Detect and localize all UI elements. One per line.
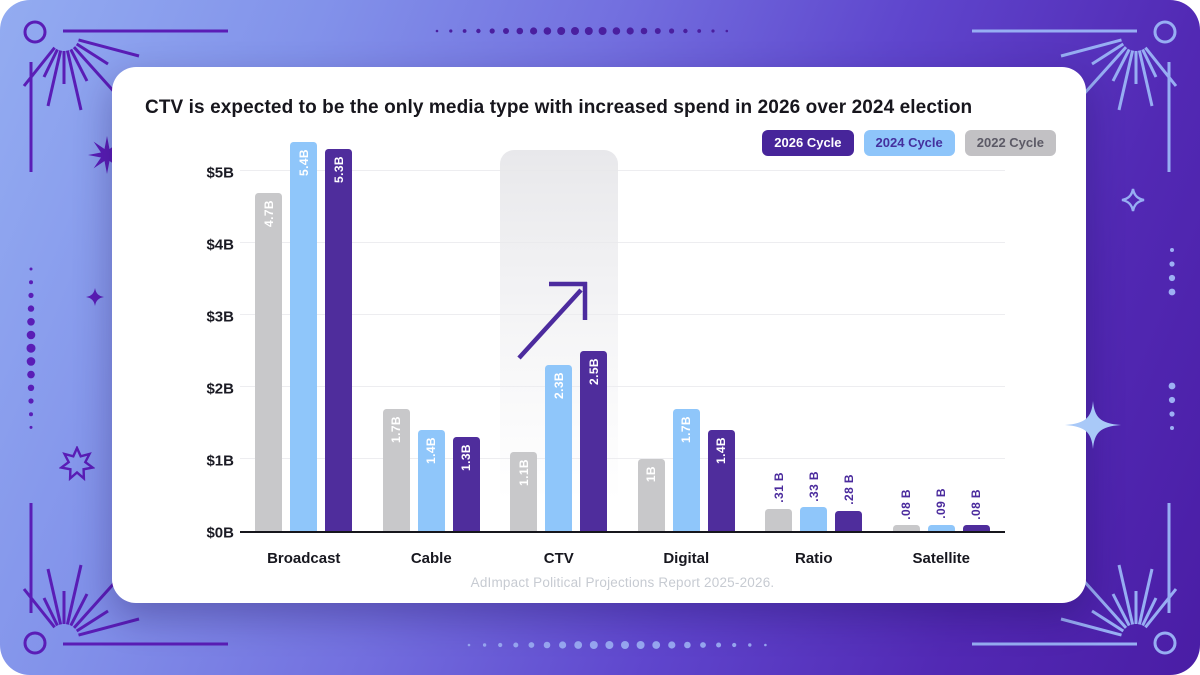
bar-value-label: 1.3B <box>459 444 474 472</box>
bar-value-label: .33 B <box>806 470 821 502</box>
gridline <box>240 242 1005 243</box>
bar-satellite-2024-cycle: .09 B <box>927 488 955 531</box>
bar-group-satellite: .08 B .09 B .08 B <box>892 173 990 531</box>
bar-ratio-2024-cycle: .33 B <box>800 471 828 531</box>
y-tick--0b: $0B <box>206 524 234 542</box>
legend-badge-2026-cycle: 2026 Cycle <box>762 130 854 156</box>
gridline <box>240 314 1005 315</box>
dot-column-right-lower <box>1168 382 1176 430</box>
bar-value-label: .31 B <box>771 472 786 503</box>
bar-value-label: 5.3B <box>331 156 346 184</box>
bar-ratio-2026-cycle: .28 B <box>835 474 863 531</box>
bar-value-label: 2.5B <box>586 358 601 385</box>
legend-badge-2024-cycle: 2024 Cycle <box>863 130 955 156</box>
dot-column-left <box>26 267 36 429</box>
x-axis-labels: Broadcast Cable CTV Digital Ratio Satellite <box>240 550 1005 567</box>
y-tick--5b: $5B <box>206 164 234 182</box>
bar-value-label: .08 B <box>969 488 984 520</box>
bar-value-label: .09 B <box>934 487 949 519</box>
bar-value-label: .28 B <box>841 474 856 505</box>
y-tick--1b: $1B <box>206 452 234 470</box>
bar-value-label: 1B <box>644 466 659 483</box>
bar-value-label: 1.1B <box>516 458 531 486</box>
dot-column-right-upper <box>1168 248 1176 296</box>
x-label-ctv: CTV <box>543 550 574 567</box>
dot-row-bottom <box>467 641 767 649</box>
small-sparkle-icon <box>86 288 104 306</box>
bar-cable-2026-cycle: 1.3B <box>452 437 480 531</box>
bar-digital-2026-cycle: 1.4B <box>707 430 735 531</box>
bar-broadcast-2024-cycle: 5.4B <box>290 142 318 531</box>
bar-value-label: 1.4B <box>424 437 439 465</box>
y-axis: $0B $1B $2B $3B $4B $5B <box>142 165 234 542</box>
y-tick--3b: $3B <box>206 308 234 326</box>
bar-value-label: .08 B <box>899 488 914 520</box>
plot-area: 4.7B 5.4B 5.3B 1.7B 1.4B 1.3B 1.1B 2.3B 2.5B 1B 1.… <box>240 142 1005 533</box>
bar-digital-2024-cycle: 1.7B <box>672 408 700 531</box>
sparkle-outline-icon <box>1121 188 1145 212</box>
seven-point-star-outline-icon <box>59 446 95 482</box>
bar-ctv-2024-cycle: 2.3B <box>545 365 573 531</box>
bar-group-broadcast: 4.7B 5.4B 5.3B <box>255 142 353 531</box>
bar-group-cable: 1.7B 1.4B 1.3B <box>382 173 480 531</box>
up-right-arrow-icon <box>509 280 609 367</box>
bar-value-label: 1.4B <box>714 437 729 465</box>
gridline <box>240 386 1005 387</box>
dot-row-top <box>435 27 729 35</box>
bar-value-label: 2.3B <box>551 372 566 400</box>
x-label-broadcast: Broadcast <box>267 550 341 567</box>
bar-ctv-2022-cycle: 1.1B <box>510 451 538 531</box>
y-tick--4b: $4B <box>206 236 234 254</box>
x-label-cable: Cable <box>410 550 452 567</box>
bar-value-label: 4.7B <box>261 199 276 227</box>
bar-broadcast-2022-cycle: 4.7B <box>255 192 283 531</box>
bar-groups: 4.7B 5.4B 5.3B 1.7B 1.4B 1.3B 1.1B 2.3B 2.5B 1B 1.… <box>240 142 1005 531</box>
bar-value-label: 1.7B <box>389 415 404 443</box>
legend: 2026 Cycle 2024 Cycle 2022 Cycle <box>762 130 1056 156</box>
x-label-digital: Digital <box>663 550 710 567</box>
bar-satellite-2026-cycle: .08 B <box>962 489 990 531</box>
chart-title: CTV is expected to be the only media typ… <box>145 97 973 118</box>
bar-group-digital: 1B 1.7B 1.4B <box>637 173 735 531</box>
bar-group-ratio: .31 B .33 B .28 B <box>765 173 863 531</box>
bar-broadcast-2026-cycle: 5.3B <box>325 149 353 531</box>
bar-value-label: 1.7B <box>679 415 694 443</box>
bar-value-label: 5.4B <box>296 149 311 177</box>
source-note: AdImpact Political Projections Report 20… <box>470 575 775 590</box>
bar-group-ctv: 1.1B 2.3B 2.5B <box>499 150 618 531</box>
bar-ratio-2022-cycle: .31 B <box>765 472 793 531</box>
legend-badge-2022-cycle: 2022 Cycle <box>964 130 1056 156</box>
gridline <box>240 170 1005 171</box>
chart-card: CTV is expected to be the only media typ… <box>112 67 1086 603</box>
bar-cable-2022-cycle: 1.7B <box>382 408 410 531</box>
bar-digital-2022-cycle: 1B <box>637 459 665 531</box>
x-label-satellite: Satellite <box>912 550 971 567</box>
bar-ctv-2026-cycle: 2.5B <box>580 351 608 531</box>
bar-cable-2024-cycle: 1.4B <box>417 430 445 531</box>
bar-satellite-2022-cycle: .08 B <box>892 489 920 531</box>
y-tick--2b: $2B <box>206 380 234 398</box>
gridline <box>240 458 1005 459</box>
x-label-ratio: Ratio <box>795 550 833 567</box>
